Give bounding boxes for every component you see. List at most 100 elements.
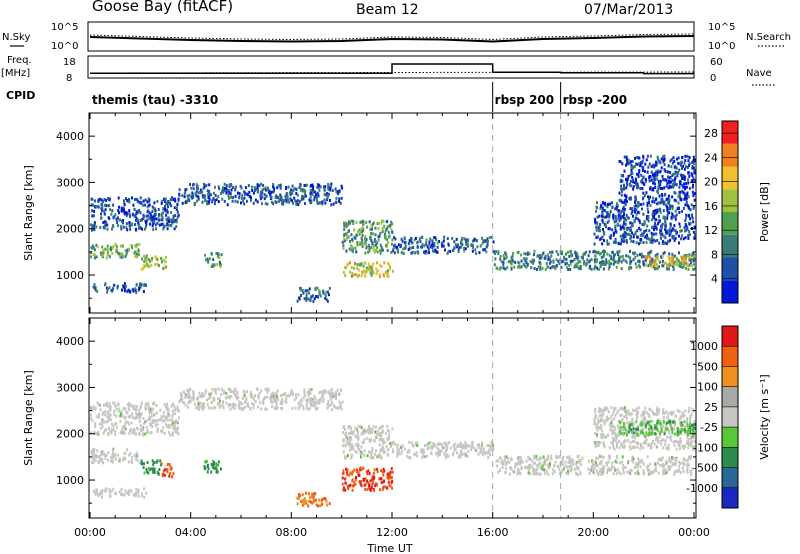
heatmap-cell: [612, 217, 615, 221]
heatmap-cell: [93, 246, 95, 250]
heatmap-cell: [132, 203, 135, 207]
heatmap-cell: [215, 251, 218, 255]
heatmap-cell: [619, 180, 622, 184]
heatmap-cell: [657, 191, 659, 195]
heatmap-cell: [341, 472, 344, 476]
heatmap-cell: [137, 488, 140, 492]
heatmap-cell: [106, 223, 109, 227]
heatmap-cell: [128, 422, 131, 426]
heatmap-cell: [396, 443, 399, 447]
heatmap-cell: [171, 433, 174, 437]
heatmap-cell: [214, 199, 216, 202]
heatmap-cell: [127, 490, 130, 494]
heatmap-cell: [124, 420, 127, 424]
heatmap-cell: [155, 460, 158, 464]
heatmap-cell: [259, 194, 262, 198]
heatmap-cell: [114, 404, 117, 408]
y-tick-label: 1000: [56, 269, 84, 282]
heatmap-cell: [387, 262, 389, 265]
heatmap-cell: [301, 289, 304, 292]
heatmap-cell: [523, 252, 526, 256]
heatmap-cell: [668, 456, 671, 460]
heatmap-cell: [312, 300, 315, 303]
heatmap-cell: [135, 457, 137, 461]
heatmap-cell: [654, 226, 657, 230]
heatmap-cell: [364, 482, 367, 486]
heatmap-cell: [347, 437, 350, 441]
heatmap-cell: [272, 392, 275, 395]
heatmap-cell: [377, 238, 380, 242]
heatmap-cell: [599, 252, 601, 256]
heatmap-cell: [133, 453, 136, 457]
heatmap-cell: [360, 455, 362, 459]
heatmap-cell: [138, 433, 141, 436]
heatmap-cell: [336, 406, 339, 410]
heatmap-cell: [547, 456, 550, 460]
heatmap-cell: [329, 188, 332, 192]
heatmap-cell: [400, 251, 403, 255]
heatmap-cell: [247, 184, 250, 188]
heatmap-cell: [273, 406, 276, 410]
heatmap-cell: [175, 207, 178, 211]
heatmap-cell: [167, 425, 169, 429]
heatmap-cell: [613, 254, 615, 258]
heatmap-cell: [93, 248, 96, 252]
heatmap-cell: [134, 432, 137, 436]
heatmap-cell: [656, 173, 659, 177]
heatmap-cell: [107, 451, 110, 455]
heatmap-cell: [146, 205, 149, 209]
heatmap-cell: [238, 196, 241, 200]
heatmap-cell: [619, 255, 622, 259]
heatmap-cell: [106, 288, 109, 291]
heatmap-cell: [559, 249, 562, 253]
heatmap-cell: [649, 175, 652, 178]
heatmap-cell: [348, 247, 351, 251]
heatmap-cell: [674, 191, 677, 195]
heatmap-cell: [664, 439, 667, 443]
heatmap-cell: [618, 191, 621, 195]
heatmap-cell: [671, 161, 674, 165]
heatmap-cell: [147, 209, 150, 213]
heatmap-cell: [351, 237, 354, 241]
heatmap-cell: [686, 469, 689, 472]
heatmap-cell: [172, 426, 175, 430]
heatmap-cell: [604, 203, 607, 207]
heatmap-cell: [369, 479, 372, 483]
heatmap-cell: [368, 484, 371, 488]
heatmap-cell: [313, 403, 316, 407]
heatmap-cell: [218, 405, 221, 409]
heatmap-cell: [438, 240, 440, 243]
heatmap-cell: [666, 208, 669, 212]
heatmap-cell: [390, 250, 393, 254]
heatmap-cell: [636, 186, 638, 190]
heatmap-cell: [126, 411, 129, 415]
heatmap-cell: [184, 201, 187, 205]
heatmap-cell: [577, 460, 580, 464]
heatmap-cell: [382, 219, 385, 223]
heatmap-cell: [612, 233, 615, 237]
heatmap-cell: [346, 436, 349, 440]
heatmap-cell: [306, 183, 308, 187]
heatmap-cell: [598, 470, 601, 474]
heatmap-cell: [642, 191, 645, 195]
heatmap-cell: [103, 212, 106, 216]
heatmap-cell: [362, 222, 365, 225]
heatmap-cell: [651, 218, 653, 222]
heatmap-cell: [371, 241, 374, 245]
heatmap-cell: [138, 408, 140, 412]
heatmap-cell: [679, 182, 682, 186]
heatmap-cell: [124, 415, 127, 419]
heatmap-cell: [678, 469, 680, 473]
heatmap-cell: [324, 496, 326, 500]
heatmap-cell: [625, 181, 628, 185]
heatmap-cell: [181, 194, 184, 198]
heatmap-cell: [386, 476, 389, 480]
heatmap-cell: [490, 235, 493, 239]
heatmap-cell: [90, 413, 93, 417]
heatmap-cell: [356, 266, 359, 270]
heatmap-cell: [128, 212, 131, 216]
heatmap-cell: [240, 186, 243, 190]
heatmap-cell: [338, 200, 341, 203]
heatmap-cell: [687, 236, 690, 240]
heatmap-cell: [576, 253, 579, 257]
